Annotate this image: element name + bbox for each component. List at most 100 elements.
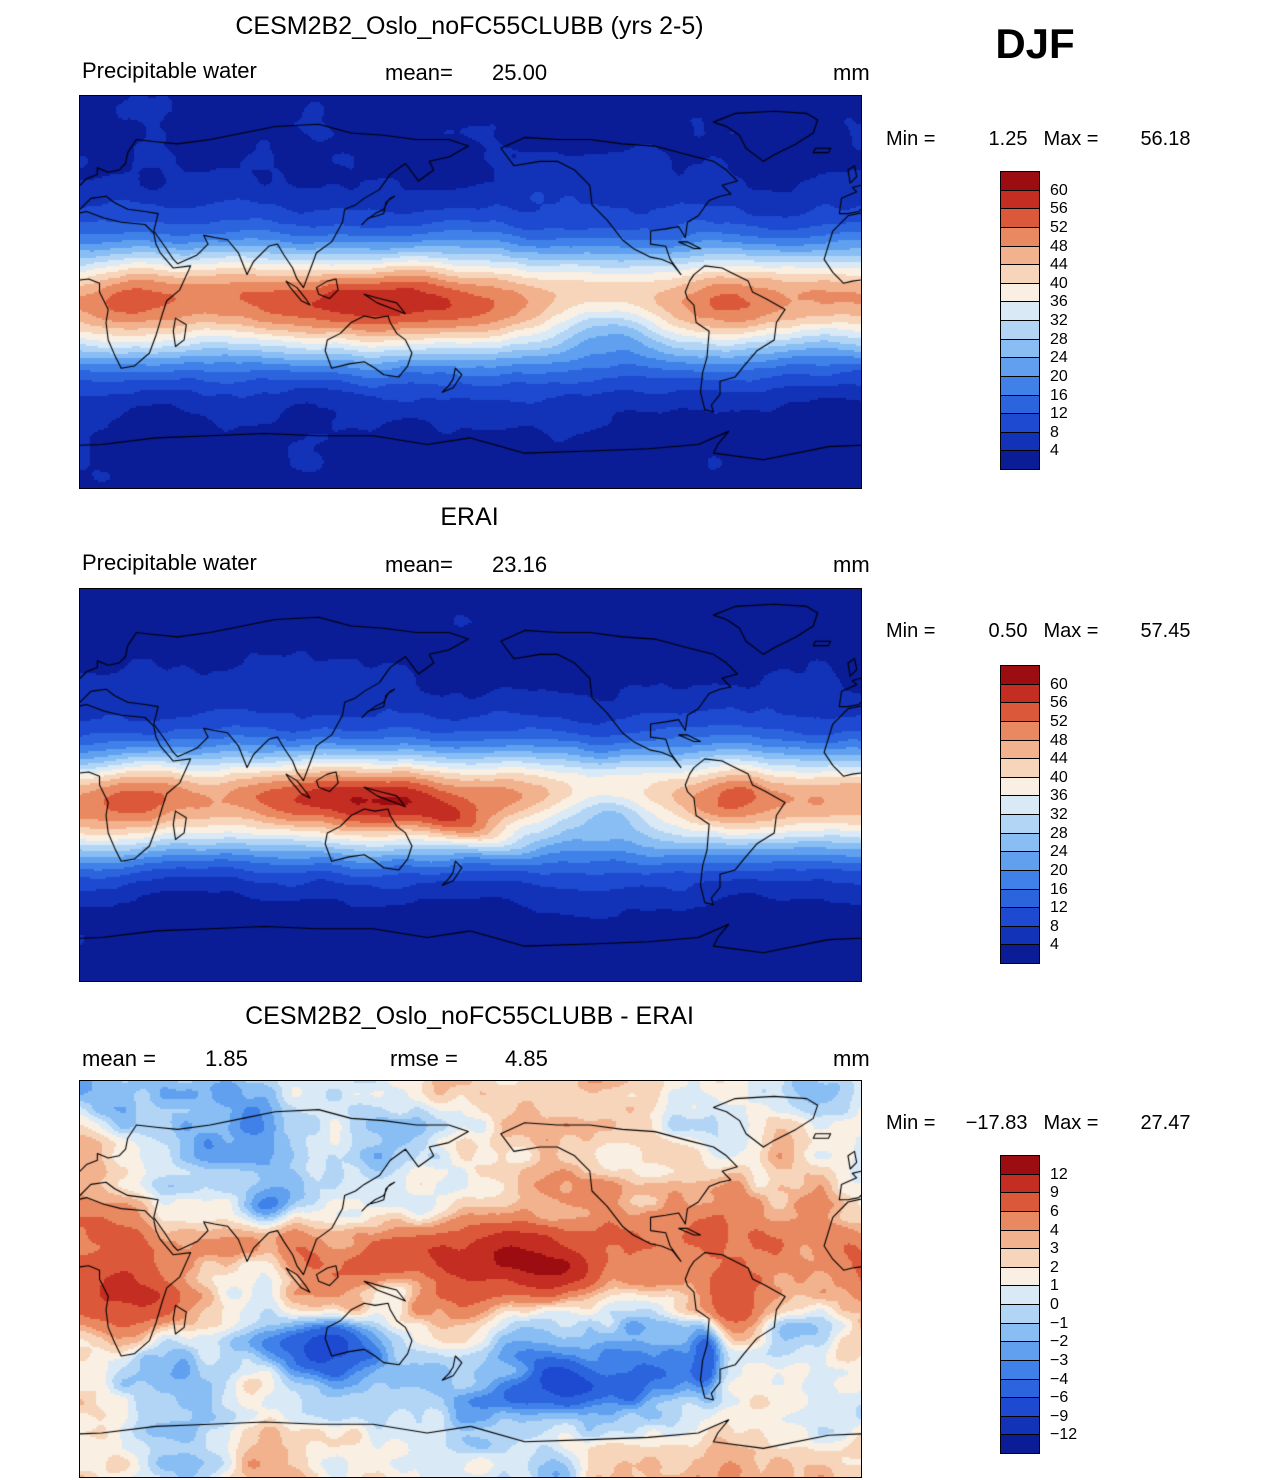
colorbar-cell: [1000, 665, 1040, 685]
colorbar-tick-label: 3: [1050, 1240, 1059, 1258]
colorbar-tick-label: 0: [1050, 1296, 1059, 1313]
colorbar-tick-label: −12: [1050, 1426, 1078, 1444]
colorbar-cell: [1000, 1415, 1040, 1436]
colorbar-cell: [1000, 226, 1040, 247]
colorbar-tick-label: 4: [1050, 936, 1059, 954]
colorbar-cell: [1000, 450, 1040, 470]
colorbar-cell: [1000, 795, 1040, 815]
colorbar-tick-label: −3: [1050, 1351, 1069, 1369]
colorbar-tick-label: 32: [1050, 806, 1068, 823]
panel1-max-value: 56.18: [1140, 128, 1191, 150]
panel2-map-canvas: [79, 588, 862, 982]
panel2-mean-value: 23.16: [492, 552, 548, 577]
colorbar-cell: [1000, 683, 1040, 704]
colorbar-cell: [1000, 1210, 1040, 1231]
colorbar-tick-label: 24: [1050, 843, 1068, 861]
colorbar-cell: [1000, 814, 1040, 834]
colorbar-tick-label: 28: [1050, 824, 1068, 842]
colorbar-tick-label: 56: [1050, 200, 1068, 218]
colorbar-cell: [1000, 208, 1040, 228]
panel1-field-label: Precipitable water: [82, 58, 257, 83]
season-label: DJF: [995, 20, 1075, 67]
colorbar-tick-label: 12: [1050, 1165, 1068, 1183]
colorbar-tick-label: −4: [1050, 1370, 1069, 1388]
colorbar-tick-label: 60: [1050, 675, 1068, 693]
panel3-max-value: 27.47: [1140, 1112, 1191, 1134]
panel2-colorbar: 60 56 52 48 44 40 36 32 28 24 20 16 12 8 4: [1000, 665, 1068, 964]
colorbar-cell: [1000, 1155, 1040, 1175]
colorbar-tick-label: 36: [1050, 787, 1068, 805]
panel3-stats: Min = −17.83 Max = 27.47: [886, 1112, 1191, 1135]
colorbar-cell: [1000, 245, 1040, 266]
colorbar-cell: [1000, 1173, 1040, 1194]
colorbar-tick-label: 20: [1050, 861, 1068, 879]
panel1-min-label: Min =: [886, 128, 936, 150]
colorbar-tick-label: 6: [1050, 1202, 1059, 1220]
colorbar-cell: [1000, 1322, 1040, 1343]
colorbar-tick-label: 4: [1050, 1221, 1059, 1239]
colorbar-cell: [1000, 338, 1040, 359]
colorbar-cell: [1000, 925, 1040, 946]
colorbar-cell: [1000, 1434, 1040, 1454]
panel3-map-canvas: [79, 1080, 862, 1478]
panel1-min-value: 1.25: [988, 128, 1028, 150]
panel1-title: CESM2B2_Oslo_noFC55CLUBB (yrs 2-5): [235, 12, 704, 40]
colorbar-tick-label: 8: [1050, 423, 1059, 441]
colorbar-cell: [1000, 264, 1040, 284]
colorbar-tick-label: 9: [1050, 1184, 1059, 1202]
colorbar-cell: [1000, 1266, 1040, 1287]
colorbar-cell: [1000, 1229, 1040, 1250]
colorbar-tick-label: 48: [1050, 237, 1068, 255]
panel1-units-label: mm: [833, 60, 870, 85]
panel3-min-label: Min =: [886, 1112, 936, 1134]
colorbar-tick-label: 60: [1050, 181, 1068, 199]
colorbar-tick-label: −2: [1050, 1333, 1069, 1351]
panel2-min-label: Min =: [886, 620, 936, 642]
colorbar-cell: [1000, 1248, 1040, 1268]
colorbar-cell: [1000, 189, 1040, 210]
panel3-rmse-value: 4.85: [505, 1046, 548, 1071]
colorbar-cell: [1000, 301, 1040, 321]
colorbar-cell: [1000, 1397, 1040, 1417]
panel2-mean-label: mean=: [385, 552, 453, 577]
panel3-title: CESM2B2_Oslo_noFC55CLUBB - ERAI: [245, 1002, 694, 1030]
colorbar-cell: [1000, 1192, 1040, 1212]
panel3-max-label: Max =: [1043, 1112, 1099, 1134]
colorbar-cell: [1000, 282, 1040, 303]
panel1-stats: Min = 1.25 Max = 56.18: [886, 128, 1191, 151]
colorbar-cell: [1000, 832, 1040, 853]
colorbar-tick-label: 2: [1050, 1258, 1059, 1276]
panel3-mean-label: mean =: [82, 1046, 156, 1071]
colorbar-cell: [1000, 320, 1040, 340]
panel3-rmse-label: rmse =: [390, 1046, 458, 1071]
colorbar-cell: [1000, 869, 1040, 890]
colorbar-cell: [1000, 851, 1040, 871]
panel1-colorbar: 60 56 52 48 44 40 36 32 28 24 20 16 12 8 4: [1000, 171, 1068, 470]
colorbar-cell: [1000, 776, 1040, 797]
colorbar-tick-label: 16: [1050, 386, 1068, 404]
colorbar-cell: [1000, 1285, 1040, 1305]
colorbar-tick-label: 24: [1050, 349, 1068, 367]
colorbar-cell: [1000, 739, 1040, 760]
colorbar-tick-label: 12: [1050, 899, 1068, 917]
colorbar-cell: [1000, 431, 1040, 452]
colorbar-tick-label: 4: [1050, 442, 1059, 460]
colorbar-cell: [1000, 907, 1040, 927]
colorbar-tick-label: 12: [1050, 405, 1068, 423]
colorbar-cell: [1000, 720, 1040, 741]
panel1-mean-value: 25.00: [492, 60, 548, 85]
colorbar-tick-label: 48: [1050, 731, 1068, 749]
colorbar-cell: [1000, 944, 1040, 964]
panel2-max-label: Max =: [1043, 620, 1099, 642]
colorbar-tick-label: 32: [1050, 312, 1068, 329]
colorbar-cell: [1000, 1359, 1040, 1380]
panel3-colorbar: 12 9 6 4 3 2 1 0 −1 −2 −3 −4 −6 −9 −12: [1000, 1155, 1077, 1454]
colorbar-cell: [1000, 375, 1040, 396]
colorbar-tick-label: 40: [1050, 768, 1068, 786]
colorbar-cell: [1000, 702, 1040, 722]
colorbar-cell: [1000, 413, 1040, 433]
colorbar-cell: [1000, 1378, 1040, 1399]
colorbar-tick-label: 8: [1050, 917, 1059, 935]
colorbar-cell: [1000, 357, 1040, 377]
